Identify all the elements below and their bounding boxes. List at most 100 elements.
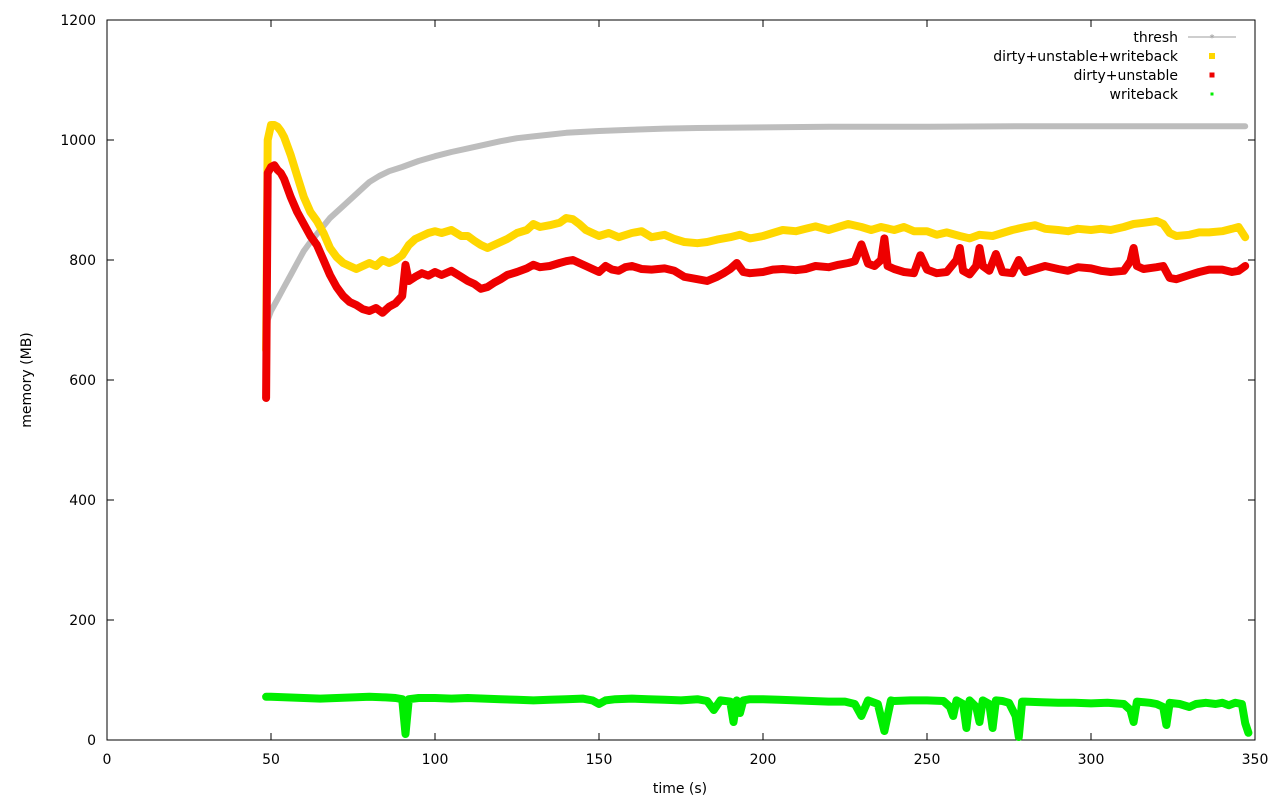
- data-point: [919, 254, 922, 256]
- data-point: [270, 696, 272, 698]
- data-point: [591, 268, 594, 270]
- data-point: [1034, 224, 1037, 226]
- data-point: [867, 699, 869, 702]
- data-point: [539, 226, 541, 228]
- data-point: [886, 265, 889, 267]
- data-point: [729, 268, 731, 270]
- data-point: [539, 266, 541, 269]
- data-point: [804, 268, 807, 270]
- x-axis-ticks: 0 50 100 150 200 250 300 350: [103, 20, 1268, 768]
- data-point: [1188, 125, 1191, 127]
- data-point: [631, 232, 633, 234]
- data-point: [772, 232, 774, 234]
- data-point: [270, 124, 272, 126]
- data-point: [1014, 715, 1017, 717]
- series-line: [262, 692, 1253, 741]
- data-point: [729, 236, 731, 238]
- data-point: [1142, 268, 1145, 270]
- data-point: [913, 272, 915, 275]
- data-point: [680, 699, 682, 702]
- data-point: [936, 234, 938, 236]
- data-point: [1221, 268, 1223, 271]
- data-point: [499, 241, 502, 243]
- data-point: [962, 703, 964, 705]
- data-point: [1011, 272, 1014, 275]
- data-point: [303, 250, 305, 252]
- data-point: [273, 164, 276, 166]
- data-point: [617, 236, 620, 238]
- data-point: [467, 280, 469, 282]
- data-point: [1231, 271, 1233, 273]
- data-point: [549, 265, 551, 267]
- data-point: [1067, 230, 1069, 232]
- data-point: [532, 223, 535, 225]
- data-point: [440, 232, 443, 234]
- data-point: [1041, 701, 1043, 703]
- data-point: [303, 223, 305, 225]
- data-point: [549, 224, 551, 226]
- data-point: [1237, 226, 1240, 228]
- data-point: [696, 127, 699, 129]
- data-point: [526, 267, 528, 270]
- data-point: [893, 268, 895, 270]
- data-point: [362, 187, 364, 189]
- data-point: [289, 274, 292, 276]
- data-point: [673, 270, 676, 272]
- data-point: [493, 244, 495, 246]
- data-point: [598, 703, 600, 705]
- data-point: [706, 280, 709, 282]
- data-point: [394, 259, 397, 261]
- data-point: [407, 244, 410, 246]
- data-point: [706, 241, 709, 243]
- data-point: [591, 699, 594, 702]
- data-point: [604, 265, 607, 267]
- data-point: [854, 703, 856, 705]
- data-point: [296, 175, 299, 177]
- data-point: [1057, 268, 1059, 270]
- data-point: [1090, 125, 1092, 127]
- data-point: [450, 151, 453, 153]
- data-point: [296, 262, 299, 264]
- data-point: [762, 126, 764, 129]
- data-point: [716, 238, 718, 241]
- data-point: [348, 265, 351, 267]
- data-point: [532, 699, 535, 702]
- x-tick-label: 300: [1078, 752, 1105, 768]
- data-point: [1162, 265, 1164, 267]
- data-point: [1132, 247, 1135, 249]
- x-tick-label: 150: [586, 752, 613, 768]
- data-point: [749, 237, 751, 240]
- data-point: [1237, 270, 1240, 272]
- y-tick-label: 200: [69, 613, 96, 629]
- data-point: [375, 265, 377, 267]
- data-point: [467, 147, 469, 150]
- data-point: [962, 270, 964, 272]
- data-point: [549, 133, 551, 136]
- series-dirty-unstable: [262, 161, 1250, 402]
- data-point: [1136, 700, 1138, 703]
- data-point: [342, 205, 344, 207]
- data-point: [1044, 265, 1046, 267]
- data-point: [483, 144, 486, 146]
- data-point: [795, 699, 797, 702]
- data-point: [860, 715, 863, 717]
- data-point: [1100, 270, 1102, 272]
- data-point: [394, 697, 397, 699]
- data-point: [1244, 722, 1246, 724]
- data-point: [388, 306, 390, 308]
- data-point: [814, 265, 817, 267]
- data-point: [417, 697, 420, 699]
- data-point: [1247, 732, 1250, 734]
- data-point: [434, 271, 436, 273]
- data-point: [909, 699, 912, 702]
- data-point: [1205, 702, 1207, 704]
- data-point: [266, 139, 269, 141]
- data-point: [483, 697, 486, 700]
- y-tick-label: 800: [69, 253, 96, 269]
- data-point: [1077, 228, 1079, 230]
- data-point: [286, 187, 289, 189]
- data-point: [1123, 270, 1125, 272]
- data-point: [289, 154, 292, 156]
- data-point: [316, 244, 318, 246]
